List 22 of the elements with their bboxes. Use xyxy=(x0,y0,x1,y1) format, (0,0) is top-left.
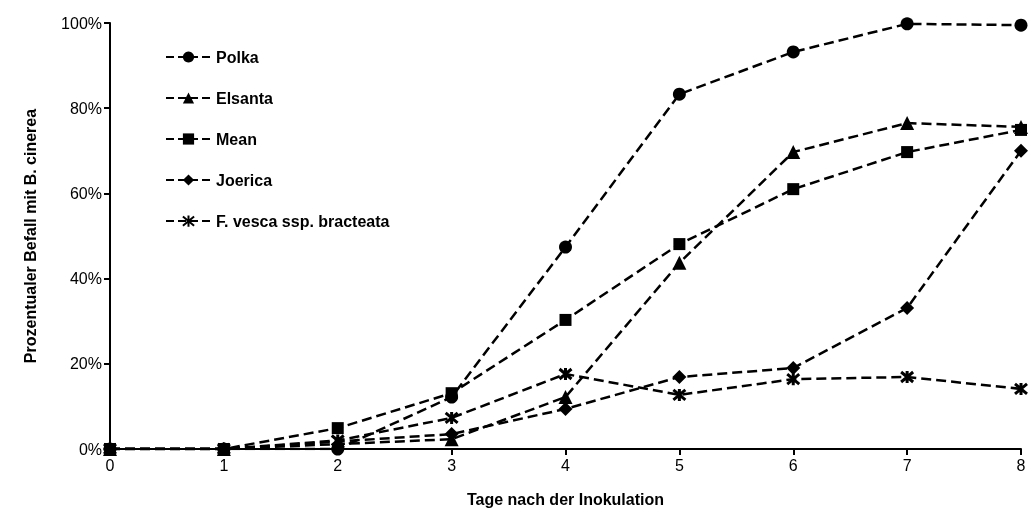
x-tick-label: 0 xyxy=(105,456,115,474)
legend-label: Joerica xyxy=(216,171,273,189)
x-tick-label: 8 xyxy=(1016,456,1026,474)
x-tick-label: 6 xyxy=(788,456,798,474)
y-tick-label: 0% xyxy=(78,440,102,458)
y-tick-label: 100% xyxy=(61,14,102,32)
y-tick-label: 40% xyxy=(69,270,102,288)
legend-label: F. vesca ssp. bracteata xyxy=(216,212,390,230)
legend-label: Mean xyxy=(216,130,257,148)
legend-label: Polka xyxy=(216,48,259,66)
x-axis-title: Tage nach der Inokulation xyxy=(466,490,665,508)
y-axis-title: Prozentualer Befall mit B. cinerea xyxy=(21,108,39,364)
y-tick-label: 80% xyxy=(69,99,102,117)
x-tick-label: 1 xyxy=(219,456,229,474)
x-tick-label: 2 xyxy=(333,456,343,474)
y-tick-label: 60% xyxy=(69,184,102,202)
legend-label: Elsanta xyxy=(216,89,274,107)
x-tick-label: 5 xyxy=(674,456,684,474)
x-tick-label: 4 xyxy=(561,456,571,474)
x-tick-label: 7 xyxy=(902,456,912,474)
x-tick-label: 3 xyxy=(447,456,457,474)
y-tick-label: 20% xyxy=(69,355,102,373)
